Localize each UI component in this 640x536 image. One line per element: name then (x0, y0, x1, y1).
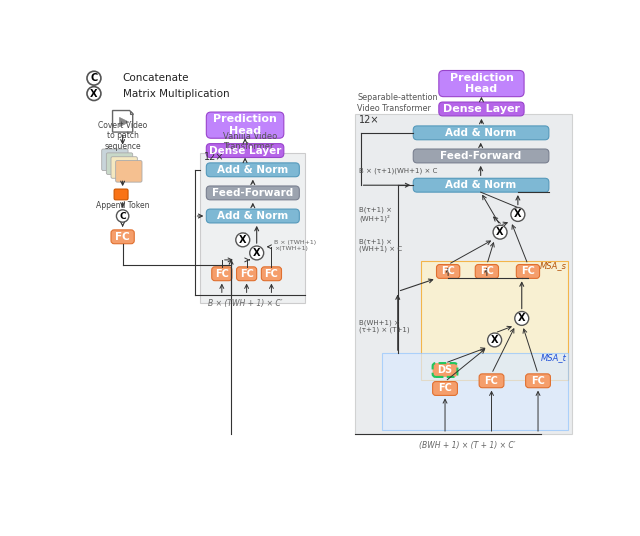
Polygon shape (113, 110, 132, 132)
Text: DS: DS (438, 365, 452, 375)
FancyBboxPatch shape (433, 363, 458, 377)
FancyBboxPatch shape (436, 265, 460, 278)
FancyBboxPatch shape (111, 230, 134, 244)
Text: X: X (239, 235, 246, 245)
FancyBboxPatch shape (439, 70, 524, 96)
Text: FC: FC (521, 266, 535, 277)
Text: 12×: 12× (204, 152, 225, 162)
Text: B × (τ+1)(WH+1) × C: B × (τ+1)(WH+1) × C (359, 167, 437, 174)
FancyBboxPatch shape (237, 267, 257, 281)
Bar (200, 153, 305, 303)
Bar (382, 353, 568, 430)
Text: MSA_s: MSA_s (540, 261, 566, 270)
FancyBboxPatch shape (479, 374, 504, 388)
Text: Prediction
Head: Prediction Head (213, 114, 277, 136)
Bar (421, 260, 568, 380)
Text: FC: FC (484, 376, 499, 386)
Text: X: X (496, 227, 504, 237)
Circle shape (515, 311, 529, 325)
Text: B(τ+1) ×
(WH+1)²: B(τ+1) × (WH+1)² (359, 207, 392, 222)
FancyBboxPatch shape (476, 265, 499, 278)
Text: Add & Norm: Add & Norm (445, 180, 516, 190)
FancyBboxPatch shape (439, 102, 524, 116)
Circle shape (493, 225, 507, 239)
Circle shape (116, 210, 129, 222)
Text: FC: FC (215, 269, 228, 279)
Polygon shape (120, 117, 129, 126)
FancyBboxPatch shape (111, 157, 138, 178)
FancyBboxPatch shape (116, 161, 142, 182)
Text: Add & Norm: Add & Norm (217, 165, 289, 175)
Text: B × (TWH+1)
×(TWH+1): B × (TWH+1) ×(TWH+1) (274, 240, 316, 251)
FancyBboxPatch shape (206, 144, 284, 158)
Text: X: X (253, 248, 260, 258)
Text: Feed-Forward: Feed-Forward (440, 151, 522, 161)
Bar (355, 114, 572, 434)
FancyBboxPatch shape (114, 189, 128, 200)
FancyBboxPatch shape (413, 178, 549, 192)
Text: 12×: 12× (359, 115, 380, 125)
Text: Matrix Multiplication: Matrix Multiplication (123, 88, 229, 99)
Circle shape (250, 246, 264, 260)
Text: FC: FC (438, 383, 452, 393)
FancyBboxPatch shape (102, 149, 128, 170)
Text: X: X (514, 210, 522, 219)
FancyBboxPatch shape (206, 209, 300, 223)
Circle shape (236, 233, 250, 247)
Circle shape (87, 87, 101, 101)
Text: FC: FC (531, 376, 545, 386)
Text: C: C (90, 73, 97, 83)
Text: Concatenate: Concatenate (123, 73, 189, 83)
Text: FC: FC (441, 266, 455, 277)
Circle shape (488, 333, 502, 347)
FancyBboxPatch shape (525, 374, 550, 388)
Text: Vanilla Video
Transformer: Vanilla Video Transformer (223, 132, 278, 151)
Text: C: C (119, 212, 126, 220)
Text: Covert Video
to patch
sequence: Covert Video to patch sequence (98, 121, 147, 151)
Text: Separable-attention
Video Transformer: Separable-attention Video Transformer (358, 93, 438, 113)
Text: B(WH+1) ×
(τ+1) × (T+1): B(WH+1) × (τ+1) × (T+1) (359, 319, 410, 333)
Text: Append Token: Append Token (96, 202, 149, 211)
FancyBboxPatch shape (212, 267, 232, 281)
Text: FC: FC (240, 269, 253, 279)
FancyBboxPatch shape (206, 112, 284, 138)
FancyBboxPatch shape (206, 163, 300, 177)
Text: X: X (491, 335, 499, 345)
Text: (BWH + 1) × (T + 1) × C′: (BWH + 1) × (T + 1) × C′ (419, 441, 516, 450)
FancyBboxPatch shape (433, 382, 458, 396)
Polygon shape (129, 110, 132, 114)
Text: Dense Layer: Dense Layer (443, 104, 520, 114)
FancyBboxPatch shape (413, 149, 549, 163)
Text: FC: FC (264, 269, 278, 279)
FancyBboxPatch shape (516, 265, 540, 278)
Text: Feed-Forward: Feed-Forward (212, 188, 294, 198)
Text: Add & Norm: Add & Norm (217, 211, 289, 221)
Text: MSA_t: MSA_t (541, 353, 566, 362)
Circle shape (87, 71, 101, 85)
Text: B × (TWH + 1) × C′: B × (TWH + 1) × C′ (208, 299, 282, 308)
FancyBboxPatch shape (106, 153, 132, 174)
Text: Add & Norm: Add & Norm (445, 128, 516, 138)
FancyBboxPatch shape (206, 186, 300, 200)
Text: X: X (90, 88, 98, 99)
FancyBboxPatch shape (261, 267, 282, 281)
Circle shape (511, 207, 525, 221)
FancyBboxPatch shape (413, 126, 549, 140)
Text: FC: FC (480, 266, 494, 277)
Text: Dense Layer: Dense Layer (209, 146, 281, 155)
Text: X: X (518, 314, 525, 323)
Text: Prediction
Head: Prediction Head (449, 73, 513, 94)
Text: FC: FC (115, 232, 130, 242)
Text: B(τ+1) ×
(WH+1) × C: B(τ+1) × (WH+1) × C (359, 239, 402, 252)
